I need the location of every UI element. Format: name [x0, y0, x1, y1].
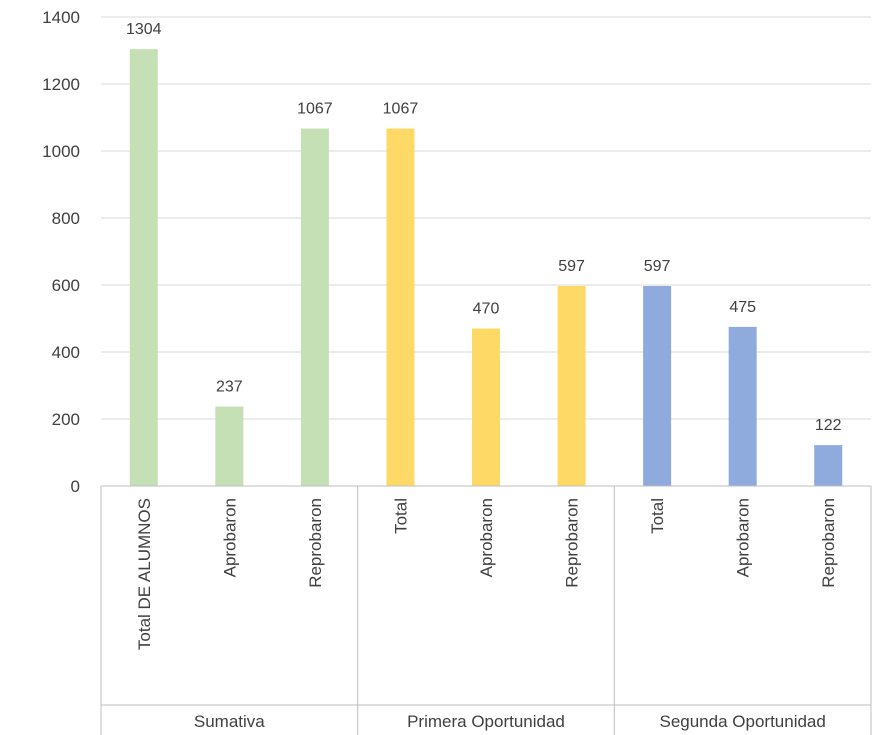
- bar: [643, 286, 672, 486]
- y-tick-label: 400: [52, 343, 80, 362]
- bar: [386, 128, 415, 486]
- gridlines: [101, 16, 871, 420]
- y-tick-label: 200: [52, 410, 80, 429]
- bars: [129, 49, 843, 486]
- bar: [129, 49, 158, 486]
- data-labels: 1304 237 1067 1067 470 597 597 475 122: [126, 21, 842, 434]
- x-category-label: Total: [648, 498, 667, 534]
- x-group-label: Sumativa: [194, 712, 265, 731]
- x-category-label: Reprobaron: [563, 498, 582, 588]
- y-tick-label: 0: [71, 477, 80, 496]
- y-tick-label: 1000: [42, 142, 80, 161]
- x-axis-categories: Total DE ALUMNOS Aprobaron Reprobaron Sumat…: [100, 486, 872, 735]
- data-label: 475: [729, 299, 756, 316]
- y-tick-label: 1400: [42, 8, 80, 27]
- data-label: 1067: [297, 101, 333, 118]
- data-label: 470: [473, 301, 500, 318]
- x-group-label: Primera Oportunidad: [407, 712, 565, 731]
- bar: [300, 128, 329, 486]
- x-category-label: Aprobaron: [477, 498, 496, 577]
- bar: [557, 286, 586, 486]
- y-tick-label: 1200: [42, 75, 80, 94]
- data-label: 597: [644, 258, 671, 275]
- y-tick-label: 800: [52, 209, 80, 228]
- data-label: 122: [815, 417, 842, 434]
- data-label: 1304: [126, 21, 162, 38]
- x-category-label: Total DE ALUMNOS: [135, 498, 154, 650]
- x-category-label: Reprobaron: [819, 498, 838, 588]
- x-category-label: Reprobaron: [306, 498, 325, 588]
- bar: [215, 406, 244, 486]
- y-axis: 0 200 400 600 800 1000 1200 1400: [42, 8, 871, 496]
- bar: [472, 328, 500, 486]
- x-category-label: Total: [391, 498, 410, 534]
- data-label: 237: [216, 379, 243, 396]
- data-label: 597: [558, 258, 585, 275]
- bar: [728, 326, 757, 486]
- x-category-label: Aprobaron: [220, 498, 239, 577]
- x-category-label: Aprobaron: [734, 498, 753, 577]
- y-tick-label: 600: [52, 276, 80, 295]
- x-group-label: Segunda Oportunidad: [659, 712, 825, 731]
- data-label: 1067: [383, 101, 419, 118]
- bar: [814, 445, 843, 486]
